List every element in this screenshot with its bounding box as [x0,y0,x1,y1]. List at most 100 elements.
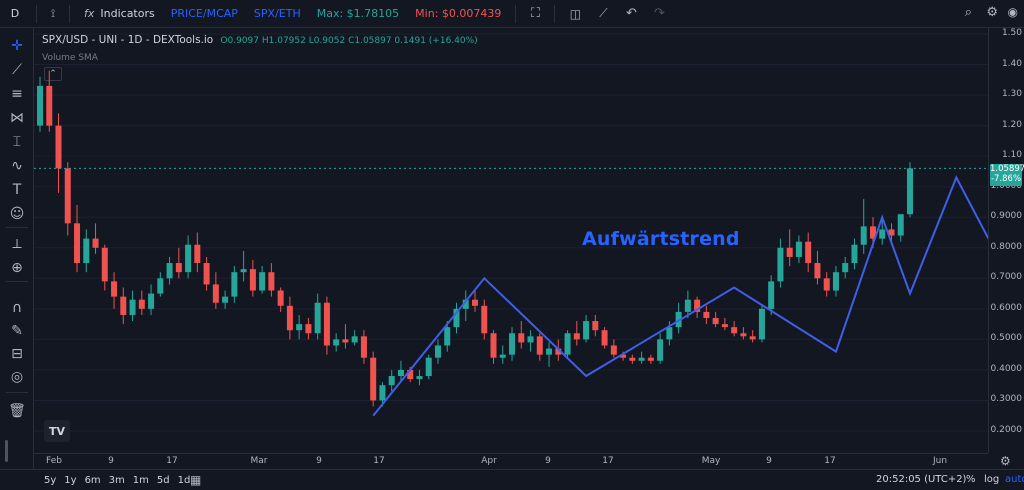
candle-body [212,284,219,303]
magnet-icon[interactable]: ∩ [11,300,23,316]
fullscreen-icon[interactable]: ⛶ [530,6,540,21]
pattern-icon[interactable]: ⋈ [10,110,24,126]
time-label: 9 [108,456,114,466]
prediction-icon[interactable]: ⌶ [12,134,22,150]
candle-body [481,305,488,334]
range-button[interactable]: 6m [84,474,101,486]
candle-body [407,369,414,380]
spx-eth-toggle[interactable]: SPX/ETH [246,0,309,28]
screenshot-icon[interactable]: ⌕ [964,5,972,20]
percent-toggle[interactable]: % [966,474,976,485]
brush-icon[interactable]: ∿ [11,158,23,174]
eye-icon[interactable]: ◎ [10,369,24,385]
compare-icon[interactable]: ⟟ [50,6,56,20]
price-label: 0.7000 [990,272,1023,283]
time-label: 9 [316,456,322,466]
calendar-icon[interactable]: ▦ [190,473,202,487]
range-button[interactable]: 1m [132,474,149,486]
candle-body [286,305,293,331]
trash-icon[interactable]: 🗑 [8,403,26,419]
clock[interactable]: 20:52:05 (UTC+2) [876,474,967,485]
divider [6,227,28,228]
candle-body [370,357,377,401]
collapse-legend-button[interactable]: ⌃ [44,67,62,81]
candle-body [388,376,395,386]
candle-body [712,318,719,325]
candle-body [583,321,590,340]
time-label: 9 [766,456,772,466]
indicators-button[interactable]: fx Indicators [76,0,163,28]
divider [6,281,28,282]
camera-icon[interactable]: ◉ [1007,5,1018,19]
price-label: 0.2000 [990,425,1023,435]
candle-body [37,85,43,126]
settings-icon[interactable]: ⚙ [986,5,998,20]
last-price-value: 1.05897 [990,164,1024,174]
range-button[interactable]: 5d [156,474,170,486]
trend-annotation[interactable]: Aufwärtstrend [582,228,740,250]
candle-body [786,247,793,257]
candle-body [444,327,451,346]
panel-handle[interactable] [5,440,8,462]
trendline-icon[interactable]: ⟋ [12,62,22,78]
candle-body [92,238,99,248]
candle-body [46,85,53,126]
candle-body [397,369,404,377]
indicators-label: Indicators [100,7,155,20]
text-icon[interactable]: T [12,182,22,198]
candle-body [555,348,562,355]
candle-body [129,299,136,315]
spx-eth-label: SPX/ETH [253,7,301,20]
lock-icon[interactable]: ⊟ [11,346,23,362]
stay-drawing-icon[interactable]: ✎ [11,323,23,339]
candle-body [694,299,701,312]
undo-icon[interactable]: ↶ [625,6,637,21]
zoom-in-icon[interactable]: ⊕ [11,260,23,276]
price-label: 0.9000 [990,211,1023,222]
range-button[interactable]: 5y [44,474,57,486]
min-label: Min: $0.007439 [415,7,502,20]
ruler-icon[interactable]: ⟂ [12,236,22,252]
candle-body [897,214,904,236]
price-scale[interactable]: 1.501.401.301.201.101.00000.90000.80000.… [988,28,1024,453]
candle-body [740,333,747,337]
fib-icon[interactable]: ≡ [11,86,23,102]
time-label: Mar [250,456,268,466]
range-button[interactable]: 1d [177,474,191,486]
axis-settings-icon[interactable]: ⚙ [1000,454,1011,468]
candle-body [814,263,821,279]
symbol-button[interactable]: D [0,0,30,28]
time-label: 9 [545,456,551,466]
range-button[interactable]: 1y [64,474,77,486]
candle-body [323,302,330,346]
line-chart-icon[interactable]: ⟋ [599,6,608,20]
log-toggle[interactable]: log [984,474,1000,485]
candle-body [527,336,534,343]
price-chart[interactable] [34,28,988,453]
fx-icon: fx [84,7,95,20]
time-axis[interactable]: Feb 9 17 Mar 9 17 Apr 9 17 May 9 17 Jun [34,453,988,469]
crosshair-icon[interactable]: ✛ [11,38,23,54]
last-price-change: -7.86% [990,174,1022,184]
candle-body [509,333,516,355]
candle-body [564,333,571,355]
chart-type-icon[interactable]: ◫ [569,6,582,21]
volume-sma-label: Volume SMA [42,53,98,63]
auto-toggle[interactable]: auto [1005,474,1024,485]
candle-body [333,339,340,346]
trendline-drawing[interactable] [372,132,988,417]
candle-body [601,330,608,346]
candle-body [166,263,173,279]
candle-body [111,281,118,297]
candle-body [360,336,367,358]
symbol-label: D [10,7,20,20]
emoji-icon[interactable]: ☺ [9,206,25,222]
price-mcap-toggle[interactable]: PRICE/MCAP [163,0,246,28]
price-label: 1.10 [1001,150,1022,161]
time-label: Apr [481,456,497,466]
range-button[interactable]: 3m [108,474,125,486]
last-price-badge: 1.05897 -7.86% [990,164,1024,186]
redo-icon[interactable]: ↷ [653,6,665,21]
candle-body [851,244,858,264]
grid [34,33,988,432]
